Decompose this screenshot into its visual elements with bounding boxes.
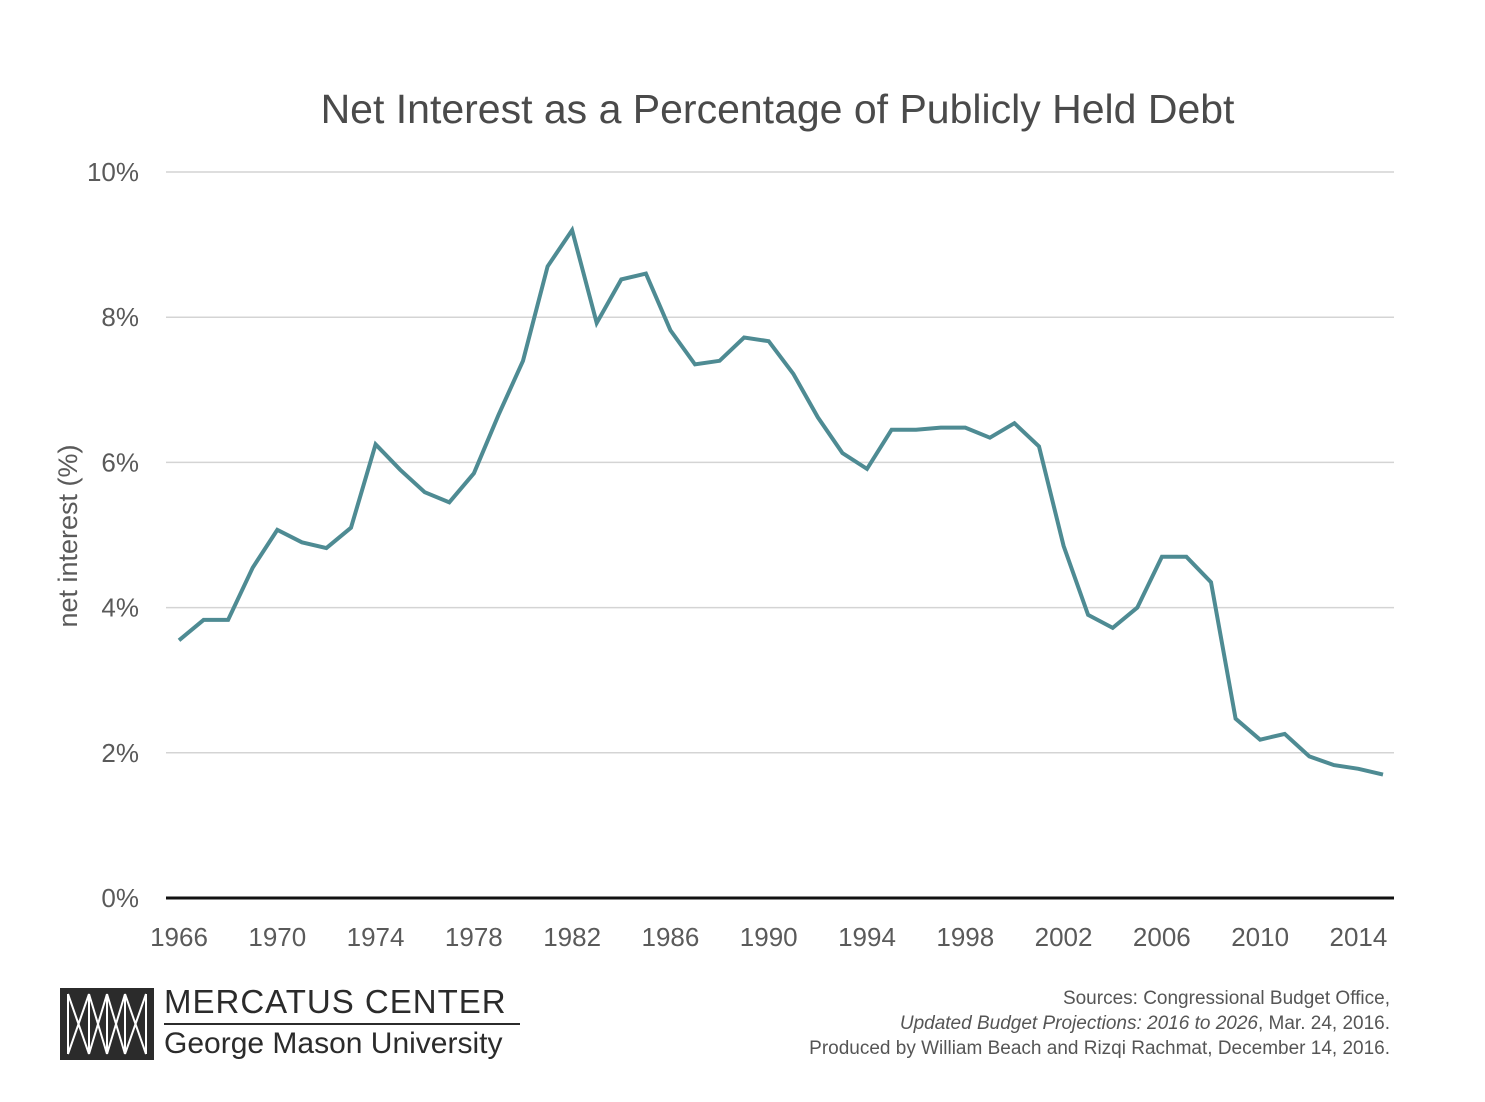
gridlines bbox=[166, 171, 1394, 900]
x-tick-label: 1994 bbox=[838, 922, 896, 952]
logo-name: MERCATUS CENTER bbox=[164, 983, 507, 1020]
y-axis-ticks: 0% 2% 4% 6% 8% 10% bbox=[87, 157, 139, 913]
y-tick-label: 6% bbox=[101, 447, 139, 477]
x-tick-label: 1966 bbox=[150, 922, 208, 952]
x-tick-label: 1982 bbox=[543, 922, 601, 952]
y-axis-label: net interest (%) bbox=[53, 444, 83, 627]
x-tick-label: 1986 bbox=[642, 922, 700, 952]
x-tick-label: 2014 bbox=[1330, 922, 1388, 952]
x-tick-label: 1978 bbox=[445, 922, 503, 952]
source-line-2: Updated Budget Projections: 2016 to 2026… bbox=[809, 1011, 1390, 1036]
source-line-3: Produced by William Beach and Rizqi Rach… bbox=[809, 1038, 1390, 1059]
y-tick-label: 10% bbox=[87, 157, 139, 187]
x-tick-label: 1974 bbox=[347, 922, 405, 952]
mercatus-logo: MERCATUS CENTER George Mason University bbox=[60, 983, 530, 1063]
x-tick-label: 1970 bbox=[248, 922, 306, 952]
series-layer bbox=[177, 225, 1384, 777]
line-chart: 0%2%4%6%8%10% 1966 1970 1974 1978 1982 1986 19… bbox=[53, 157, 1394, 952]
x-tick-label: 2010 bbox=[1231, 922, 1289, 952]
y-tick-label: 8% bbox=[101, 302, 139, 332]
x-tick-label: 1998 bbox=[936, 922, 994, 952]
logo-mark-icon bbox=[60, 988, 154, 1060]
x-tick-label: 1990 bbox=[740, 922, 798, 952]
y-tick-label: 4% bbox=[101, 593, 139, 623]
logo-subtitle: George Mason University bbox=[164, 1027, 503, 1060]
source-note: Sources: Congressional Budget Office, Up… bbox=[809, 986, 1390, 1061]
x-tick-label: 2006 bbox=[1133, 922, 1191, 952]
series-line-0 bbox=[177, 225, 1384, 777]
source-date: , Mar. 24, 2016. bbox=[1257, 1013, 1390, 1034]
logo-divider bbox=[164, 1023, 520, 1025]
source-line-1: Sources: Congressional Budget Office, bbox=[1062, 988, 1390, 1009]
chart-title: Net Interest as a Percentage of Publicly… bbox=[320, 86, 1235, 132]
x-axis-ticks: 1966 1970 1974 1978 1982 1986 1990 1994 1998 2002… bbox=[150, 922, 1387, 952]
y-tick-label: 2% bbox=[101, 738, 139, 768]
source-publication: Updated Budget Projections: 2016 to 2026 bbox=[899, 1013, 1258, 1034]
y-tick-label: 0% bbox=[101, 883, 139, 913]
x-tick-label: 2002 bbox=[1035, 922, 1093, 952]
